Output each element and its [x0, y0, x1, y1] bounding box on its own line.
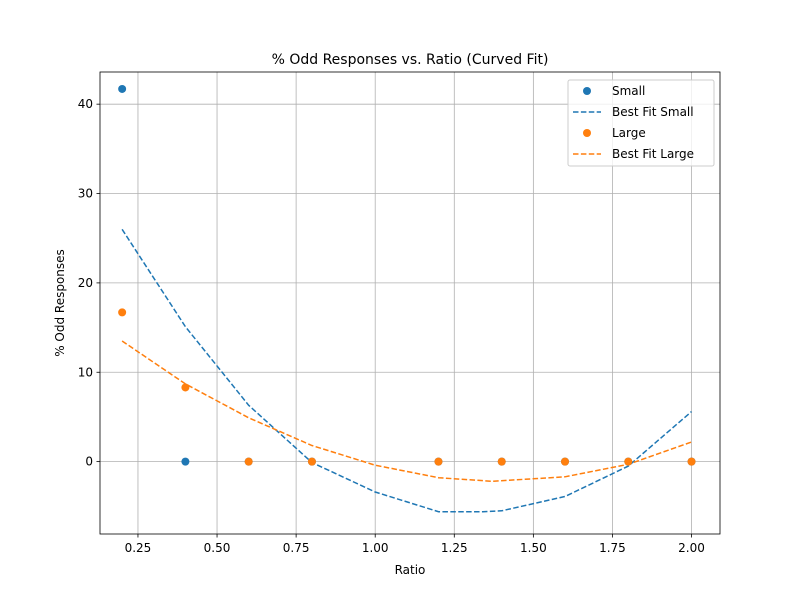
point-large — [497, 457, 506, 466]
legend-swatch-small — [583, 87, 591, 95]
y-tick-label: 0 — [85, 455, 93, 469]
point-large — [181, 383, 190, 392]
y-axis-label: % Odd Responses — [53, 249, 67, 357]
legend-label-small: Small — [612, 84, 645, 98]
fit-line-best-fit-small — [121, 228, 692, 513]
x-tick-label: 0.25 — [125, 541, 152, 555]
legend-label-large: Large — [612, 126, 646, 140]
grid — [100, 72, 720, 534]
y-tick-label: 20 — [78, 276, 93, 290]
x-tick-label: 1.25 — [441, 541, 468, 555]
x-tick-label: 1.75 — [599, 541, 626, 555]
point-large — [244, 457, 253, 466]
x-axis-label: Ratio — [395, 563, 426, 577]
y-tick-label: 30 — [78, 187, 93, 201]
x-tick-label: 0.50 — [204, 541, 231, 555]
point-small — [181, 457, 190, 466]
point-large — [307, 457, 316, 466]
legend-box — [567, 79, 715, 167]
legend-swatch-large — [583, 129, 591, 137]
legend-label-best-fit-large: Best Fit Large — [612, 147, 694, 161]
ticks: 0.25 0.50 0.75 1.00 1.25 1.50 1.75 2.00 0 10 20 30 4… — [78, 97, 705, 555]
y-tick-label: 40 — [78, 97, 93, 111]
x-tick-label: 0.75 — [283, 541, 310, 555]
chart-title: % Odd Responses vs. Ratio (Curved Fit) — [272, 52, 549, 68]
point-large — [624, 457, 633, 466]
x-tick-label: 2.00 — [678, 541, 705, 555]
point-small — [118, 84, 127, 93]
series-layer — [118, 84, 696, 513]
point-large — [118, 308, 127, 317]
plot-frame — [99, 71, 721, 535]
legend-label-best-fit-small: Best Fit Small — [612, 105, 694, 119]
point-large — [561, 457, 569, 466]
y-tick-label: 10 — [78, 365, 93, 379]
point-large — [687, 457, 696, 466]
fit-line-best-fit-large — [121, 340, 692, 483]
point-large — [434, 457, 443, 466]
legend: Small Best Fit Small Large Best Fit Large — [567, 79, 715, 167]
x-tick-label: 1.50 — [520, 541, 547, 555]
x-tick-label: 1.00 — [362, 541, 389, 555]
